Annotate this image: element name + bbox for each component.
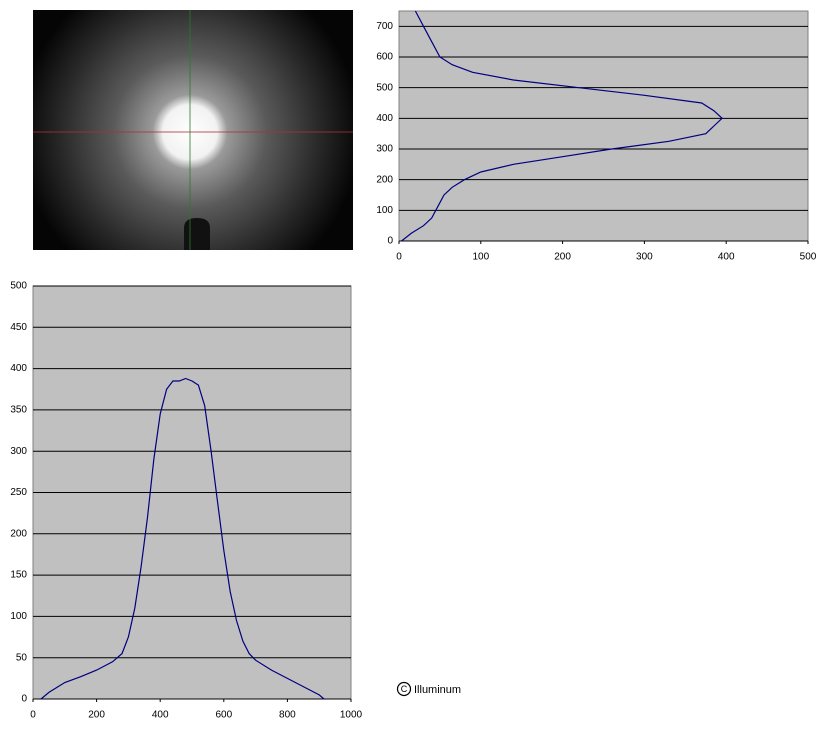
y-tick-label: 300 (10, 446, 27, 457)
y-tick-label: 200 (376, 174, 393, 185)
y-tick-label: 100 (376, 205, 393, 216)
y-tick-label: 700 (376, 21, 393, 32)
x-tick-label: 600 (215, 710, 232, 721)
y-tick-label: 0 (387, 236, 393, 247)
y-tick-label: 200 (10, 528, 27, 539)
svg-text:C: C (401, 684, 408, 694)
profile-line (401, 10, 723, 242)
y-tick-label: 0 (21, 694, 27, 705)
y-tick-label: 450 (10, 322, 27, 333)
y-tick-label: 50 (16, 652, 28, 663)
x-tick-label: 800 (279, 710, 296, 721)
x-tick-label: 0 (30, 710, 36, 721)
x-tick-label: 500 (800, 252, 817, 263)
y-tick-label: 500 (376, 82, 393, 93)
y-tick-label: 400 (10, 363, 27, 374)
caption: Illuminum (414, 684, 461, 696)
x-tick-label: 400 (152, 710, 169, 721)
y-tick-label: 300 (376, 144, 393, 155)
y-tick-label: 250 (10, 487, 27, 498)
x-tick-label: 300 (636, 252, 653, 263)
y-tick-label: 100 (10, 611, 27, 622)
x-tick-label: 200 (554, 252, 571, 263)
x-tick-label: 0 (396, 252, 402, 263)
plot-area (398, 10, 809, 242)
x-tick-label: 200 (88, 710, 105, 721)
y-tick-label: 400 (376, 113, 393, 124)
x-tick-label: 100 (472, 252, 489, 263)
y-tick-label: 500 (10, 281, 27, 292)
y-tick-label: 600 (376, 52, 393, 63)
profile-line (40, 377, 325, 700)
y-tick-label: 350 (10, 405, 27, 416)
x-tick-label: 400 (718, 252, 735, 263)
y-tick-label: 150 (10, 570, 27, 581)
copyright: C Illuminum (396, 681, 461, 697)
x-tick-label: 1000 (340, 710, 363, 721)
camera-image (33, 10, 353, 250)
